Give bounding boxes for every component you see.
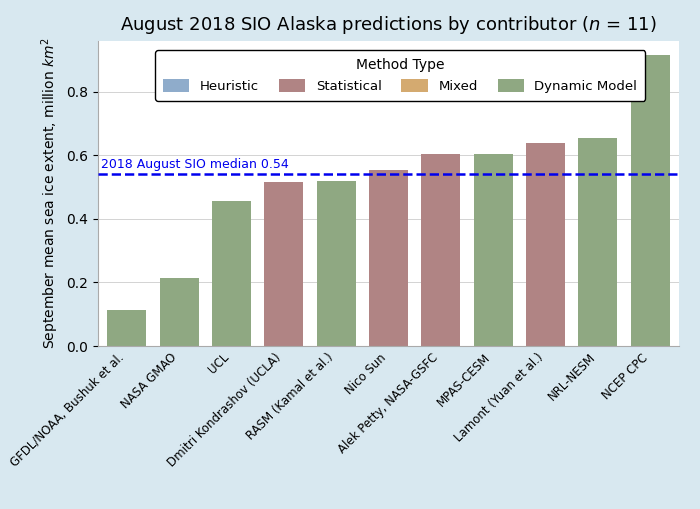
Bar (369, 169, 408, 346)
Bar (160, 278, 199, 346)
Bar (212, 202, 251, 346)
Y-axis label: September mean sea ice extent, million $km^2$: September mean sea ice extent, million $… (39, 38, 61, 349)
Bar (578, 138, 617, 346)
Bar (316, 181, 356, 346)
Bar (421, 154, 461, 346)
Bar (264, 182, 303, 346)
Legend: Heuristic, Statistical, Mixed, Dynamic Model: Heuristic, Statistical, Mixed, Dynamic M… (155, 50, 645, 101)
Title: August 2018 SIO Alaska predictions by contributor ($n$ = 11): August 2018 SIO Alaska predictions by co… (120, 14, 657, 36)
Bar (474, 154, 513, 346)
Bar (526, 143, 565, 346)
Bar (631, 55, 670, 346)
Bar (107, 309, 146, 346)
Text: 2018 August SIO median 0.54: 2018 August SIO median 0.54 (101, 157, 288, 171)
